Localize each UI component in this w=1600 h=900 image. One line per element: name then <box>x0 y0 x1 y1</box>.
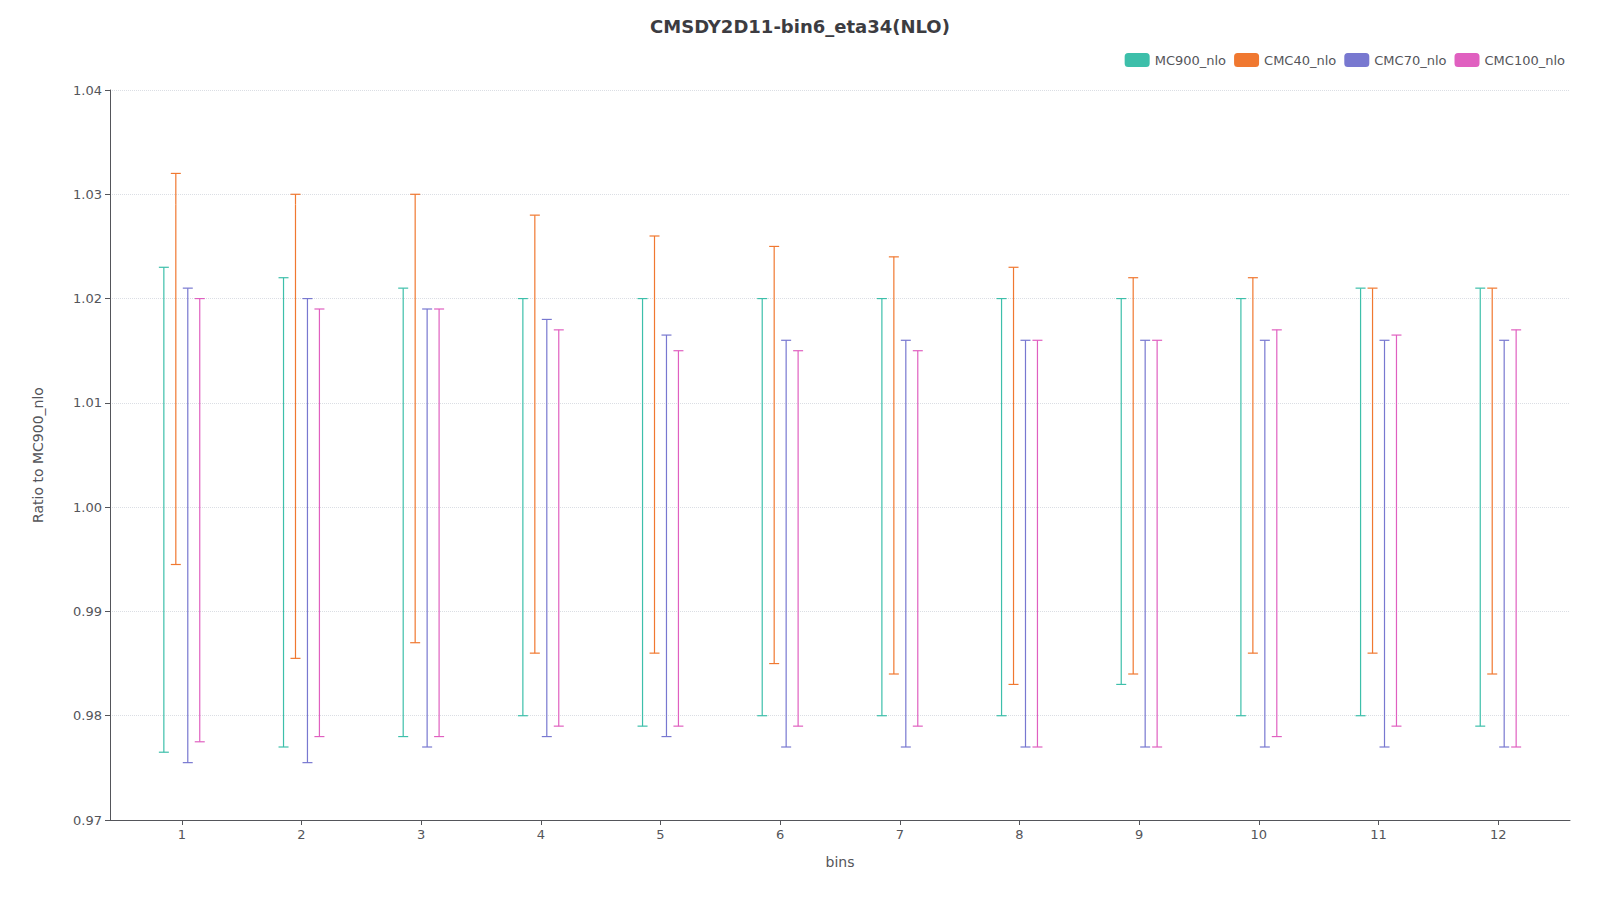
svg-text:Ratio to MC900_nlo: Ratio to MC900_nlo <box>30 387 46 523</box>
svg-text:11: 11 <box>1370 827 1387 842</box>
svg-text:1.01: 1.01 <box>73 395 102 410</box>
svg-text:5: 5 <box>656 827 664 842</box>
svg-text:1: 1 <box>178 827 186 842</box>
svg-text:7: 7 <box>896 827 904 842</box>
svg-text:0.99: 0.99 <box>73 604 102 619</box>
svg-text:3: 3 <box>417 827 425 842</box>
svg-text:bins: bins <box>826 854 855 870</box>
svg-text:8: 8 <box>1015 827 1023 842</box>
svg-text:12: 12 <box>1490 827 1507 842</box>
svg-text:CMC100_nlo: CMC100_nlo <box>1485 53 1566 68</box>
svg-text:1.00: 1.00 <box>73 500 102 515</box>
svg-text:0.97: 0.97 <box>73 813 102 828</box>
svg-text:CMC40_nlo: CMC40_nlo <box>1264 53 1336 68</box>
svg-text:0.98: 0.98 <box>73 708 102 723</box>
svg-text:MC900_nlo: MC900_nlo <box>1155 53 1226 68</box>
svg-text:10: 10 <box>1251 827 1268 842</box>
svg-text:2: 2 <box>297 827 305 842</box>
svg-text:1.02: 1.02 <box>73 291 102 306</box>
svg-text:9: 9 <box>1135 827 1143 842</box>
svg-text:CMC70_nlo: CMC70_nlo <box>1374 53 1446 68</box>
svg-text:1.04: 1.04 <box>73 83 102 98</box>
svg-text:1.03: 1.03 <box>73 187 102 202</box>
svg-text:4: 4 <box>537 827 545 842</box>
svg-text:CMSDY2D11-bin6_eta34(NLO): CMSDY2D11-bin6_eta34(NLO) <box>650 16 950 37</box>
svg-text:6: 6 <box>776 827 784 842</box>
